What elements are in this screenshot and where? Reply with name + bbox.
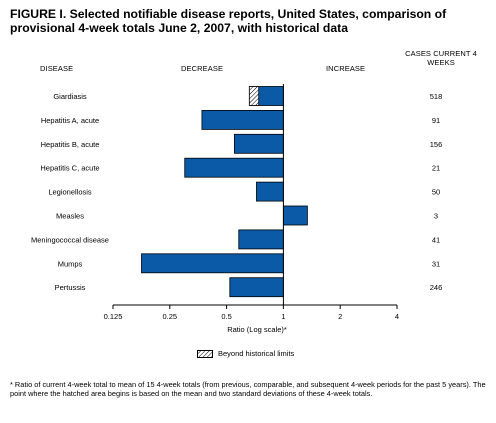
- bar: [234, 133, 284, 154]
- figure-title: FIGURE I. Selected notifiable disease re…: [10, 7, 447, 35]
- cases-column-header: CASES CURRENT 4 WEEKS: [405, 49, 477, 67]
- category-label: Meningococcal disease: [31, 235, 109, 244]
- cases-value: 246: [430, 283, 443, 292]
- cases-value: 31: [432, 259, 440, 268]
- category-label: Measles: [56, 212, 84, 221]
- x-tick-label: 4: [395, 312, 399, 321]
- category-label: Giardiasis: [53, 92, 87, 101]
- bar: [238, 229, 284, 250]
- cases-value: 156: [430, 140, 443, 149]
- legend: Beyond historical limits: [197, 349, 294, 358]
- bar: [201, 110, 284, 130]
- category-label: Mumps: [58, 259, 83, 268]
- cases-value: 21: [432, 164, 440, 173]
- category-label: Hepatitis B, acute: [41, 140, 100, 149]
- x-tick-label: 2: [338, 312, 342, 321]
- category-label: Legionellosis: [48, 188, 92, 197]
- cases-value: 3: [434, 212, 438, 221]
- legend-label: Beyond historical limits: [218, 349, 295, 358]
- hatched-swatch-icon: [197, 349, 213, 358]
- bar: [282, 205, 308, 226]
- category-label: Hepatitis A, acute: [41, 116, 99, 125]
- x-axis-label: Ratio (Log scale)*: [227, 325, 287, 334]
- ratio-bar-chart: Giardiasis 518 Hepatitis A, acute 91 Hepatit…: [31, 84, 443, 334]
- bar: [229, 277, 284, 298]
- increase-header: INCREASE: [326, 64, 366, 73]
- x-tick-label: 1: [281, 312, 285, 321]
- disease-column-header: DISEASE: [40, 64, 74, 73]
- bar: [141, 253, 284, 274]
- bar: [184, 157, 284, 178]
- cases-value: 41: [432, 235, 440, 244]
- category-label: Pertussis: [55, 283, 86, 292]
- cases-value: 518: [430, 92, 443, 101]
- footnote: * Ratio of current 4-week total to mean …: [10, 380, 486, 399]
- category-label: Hepatitis C, acute: [40, 164, 99, 173]
- x-tick-label: 0.25: [162, 312, 177, 321]
- decrease-header: DECREASE: [181, 64, 224, 73]
- bar: [256, 181, 284, 202]
- x-tick-label: 0.125: [104, 312, 123, 321]
- cases-value: 50: [432, 188, 440, 197]
- x-tick-label: 0.5: [221, 312, 231, 321]
- cases-value: 91: [432, 116, 440, 125]
- hatched-segment: [248, 86, 260, 106]
